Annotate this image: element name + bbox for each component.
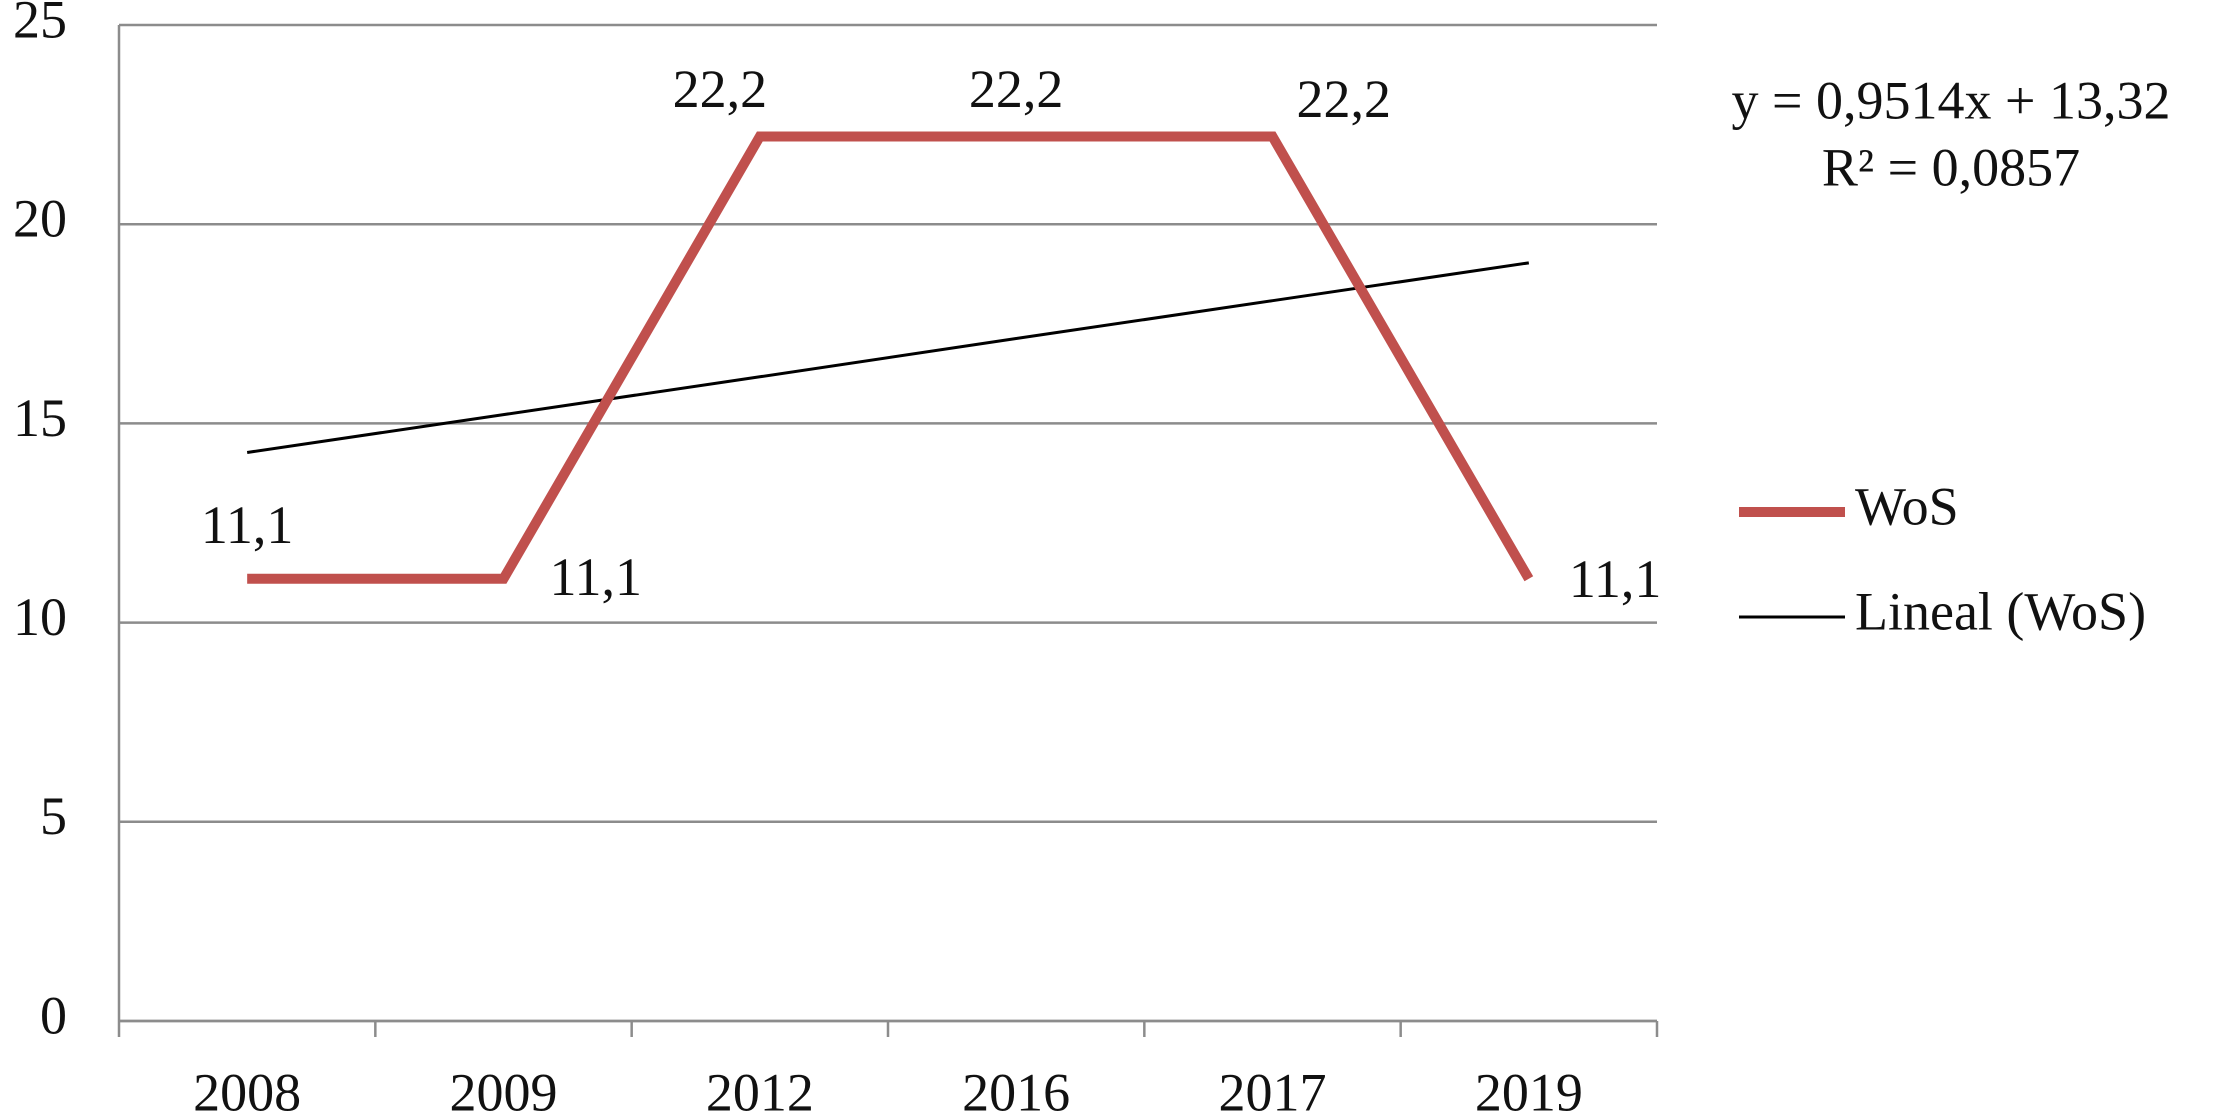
trend-equation: y = 0,9514x + 13,32 <box>1732 70 2171 130</box>
data-label: 11,1 <box>201 495 294 555</box>
y-tick-label: 5 <box>40 786 67 846</box>
y-tick-label: 15 <box>13 388 67 448</box>
x-tick-label: 2008 <box>193 1062 301 1120</box>
trend-r-squared: R² = 0,0857 <box>1822 137 2080 197</box>
y-tick-label: 25 <box>13 0 67 49</box>
x-tick-label: 2016 <box>962 1062 1070 1120</box>
legend-label: Lineal (WoS) <box>1855 581 2146 641</box>
data-label: 22,2 <box>673 59 768 119</box>
y-tick-label: 0 <box>40 985 67 1045</box>
y-tick-label: 20 <box>13 189 67 249</box>
data-line <box>247 131 1534 584</box>
x-tick-label: 2012 <box>706 1062 814 1120</box>
x-tick-label: 2019 <box>1475 1062 1583 1120</box>
data-label: 11,1 <box>550 547 643 607</box>
data-label: 11,1 <box>1569 549 1662 609</box>
y-tick-label: 10 <box>13 587 67 647</box>
x-tick-label: 2009 <box>450 1062 558 1120</box>
data-label: 22,2 <box>1297 69 1392 129</box>
data-label: 22,2 <box>969 59 1064 119</box>
x-tick-label: 2017 <box>1219 1062 1327 1120</box>
legend-label: WoS <box>1855 476 1959 536</box>
trend-line <box>246 261 1530 454</box>
